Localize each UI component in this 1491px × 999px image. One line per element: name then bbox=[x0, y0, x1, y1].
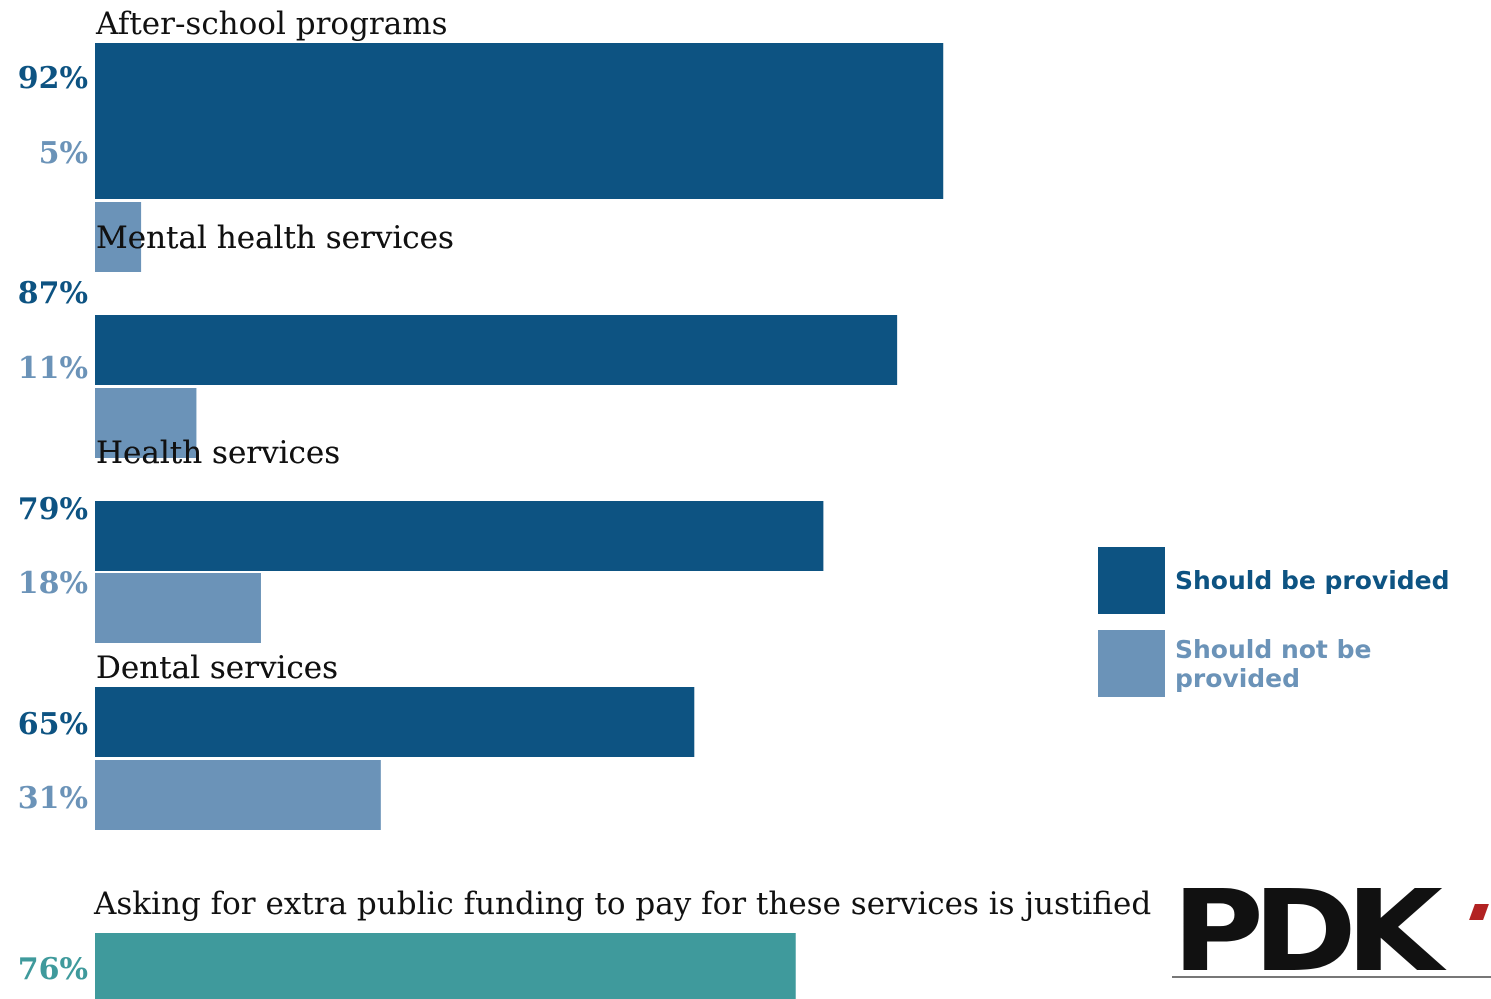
data-label: 92% bbox=[18, 61, 88, 96]
category-label: After-school programs bbox=[95, 6, 448, 42]
secondary-label: Asking for extra public funding to pay f… bbox=[93, 886, 1151, 922]
logo-mark-icon bbox=[1469, 904, 1489, 920]
legend-label: Should not be provided bbox=[1175, 634, 1372, 693]
bar-should-not-be-provided bbox=[95, 573, 261, 643]
bar-should-not-be-provided bbox=[95, 388, 197, 458]
data-label: 5% bbox=[39, 136, 88, 171]
data-label: 18% bbox=[18, 566, 88, 601]
bar-should-be-provided bbox=[95, 501, 824, 571]
legend: Should be provided Should not be provide… bbox=[1098, 547, 1491, 713]
data-label: 11% bbox=[18, 351, 88, 386]
category-label: Mental health services bbox=[96, 220, 454, 256]
bar-should-not-be-provided bbox=[95, 760, 381, 830]
data-label: 65% bbox=[18, 707, 88, 742]
legend-swatch-should-not-be-provided bbox=[1098, 630, 1165, 697]
logo-text: PDK bbox=[1172, 884, 1443, 997]
data-label: 87% bbox=[18, 276, 88, 311]
bar-should-be-provided bbox=[95, 687, 695, 757]
logo-rule bbox=[1172, 976, 1491, 978]
pdk-logo: PDK bbox=[1172, 884, 1491, 999]
category-label: Health services bbox=[96, 435, 340, 471]
data-label: 31% bbox=[18, 781, 88, 816]
legend-swatch-should-be-provided bbox=[1098, 547, 1165, 614]
data-label: 76% bbox=[18, 952, 88, 987]
legend-item-should-be-provided: Should be provided bbox=[1098, 547, 1491, 614]
category-label-overlay: Health services bbox=[96, 435, 340, 471]
logo-tagline-fragment bbox=[1312, 982, 1322, 999]
bar-funding-justified bbox=[95, 933, 796, 999]
bar-should-not-be-provided bbox=[95, 202, 142, 272]
category-label-overlay: Dental services bbox=[96, 650, 338, 686]
data-label: 79% bbox=[18, 492, 88, 527]
bar-should-be-provided bbox=[95, 43, 944, 199]
legend-item-should-not-be-provided: Should not be provided bbox=[1098, 630, 1491, 697]
legend-label: Should be provided bbox=[1175, 566, 1450, 595]
category-label: Dental services bbox=[96, 650, 338, 686]
category-label-overlay: Mental health services bbox=[96, 220, 454, 256]
bar-should-be-provided bbox=[95, 315, 898, 385]
